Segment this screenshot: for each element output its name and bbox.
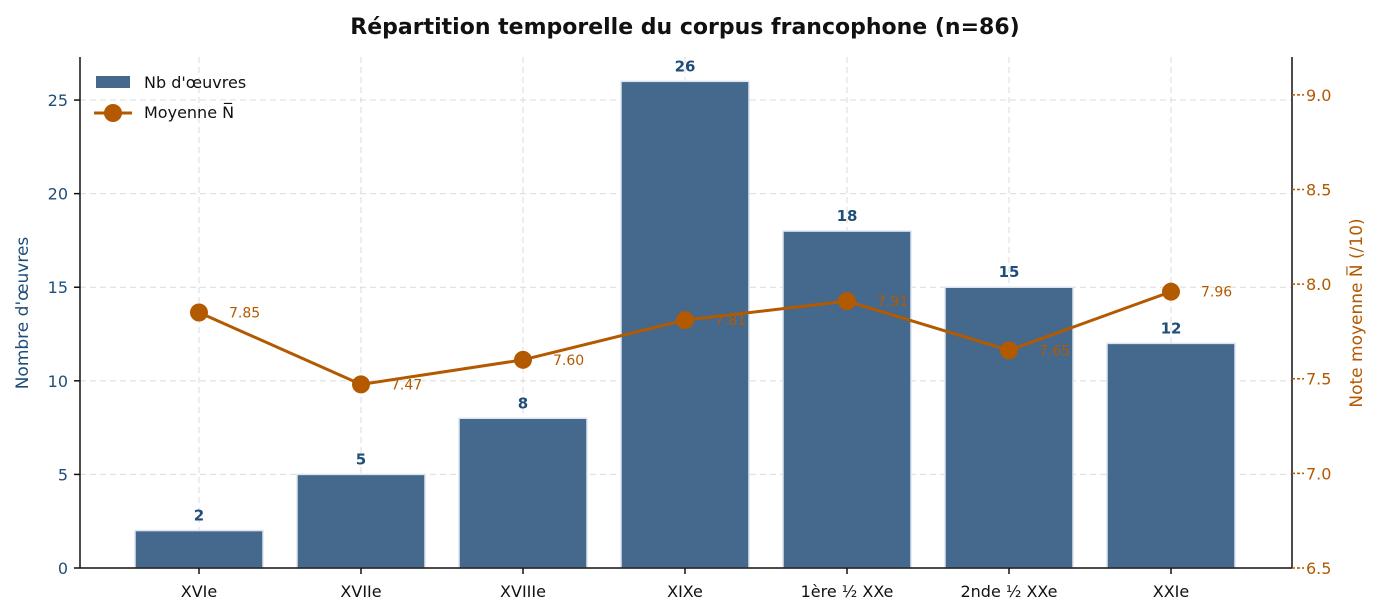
y-tick-label-left: 10 — [48, 372, 68, 391]
bar — [944, 286, 1074, 569]
x-tick-label: XXIe — [1153, 582, 1189, 601]
y-tick-label-left: 0 — [58, 559, 68, 578]
x-tick-label: XIXe — [667, 582, 703, 601]
bar-value-label: 5 — [356, 450, 366, 468]
y-tick-label-left: 20 — [48, 185, 68, 204]
bar-value-label: 8 — [518, 394, 528, 412]
x-tick-label: 2nde ½ XXe — [960, 582, 1057, 601]
legend-bar-label: Nb d'œuvres — [144, 73, 246, 92]
legend-bar-swatch — [96, 76, 130, 88]
bar-value-label: 18 — [837, 207, 858, 225]
x-tick-label: XVIIe — [340, 582, 381, 601]
x-tick-label: XVIIIe — [500, 582, 546, 601]
y-axis-label-left: Nombre d'œuvres — [13, 237, 33, 390]
legend-line-label: Moyenne N̅ — [144, 103, 234, 122]
y-tick-label-right: 7.5 — [1306, 370, 1331, 389]
bar-value-label: 12 — [1161, 319, 1182, 337]
line-series: 7.85 7.47 7.60 7.81 7.91 7.65 7.96 — [190, 282, 1232, 394]
y-tick-label-right: 7.0 — [1306, 464, 1331, 483]
line-value-label: 7.65 — [1039, 343, 1070, 359]
legend-line-marker — [104, 104, 122, 122]
bar-labels: 2 5 8 26 18 15 12 — [194, 57, 1182, 524]
line-value-label: 7.81 — [715, 313, 746, 329]
line-point — [190, 303, 208, 322]
line-point — [838, 292, 856, 311]
line-point — [1000, 341, 1018, 360]
bar — [782, 230, 912, 569]
bar — [296, 473, 426, 569]
line-point — [1162, 282, 1180, 301]
chart-title: Répartition temporelle du corpus francop… — [350, 15, 1019, 40]
bar-value-label: 2 — [194, 507, 204, 525]
bar — [458, 417, 588, 569]
line-value-label: 7.60 — [553, 353, 584, 369]
legend: Nb d'œuvres Moyenne N̅ — [94, 73, 246, 122]
line-point — [676, 311, 694, 330]
line-value-label: 7.85 — [229, 306, 260, 322]
y-tick-label-right: 9.0 — [1306, 86, 1331, 105]
line-point — [514, 350, 532, 369]
y-tick-label-left: 25 — [48, 91, 68, 110]
y-tick-label-left: 5 — [58, 465, 68, 484]
line-value-label: 7.47 — [391, 377, 422, 393]
y-tick-label-right: 8.0 — [1306, 275, 1331, 294]
bars — [134, 80, 1236, 569]
bar-value-label: 26 — [675, 57, 696, 75]
y-axis-label-right: Note moyenne N̅ (/10) — [1345, 218, 1367, 407]
x-tick-label: XVIe — [181, 582, 217, 601]
bar-value-label: 15 — [999, 263, 1020, 281]
line-point — [352, 375, 370, 394]
y-tick-label-right: 6.5 — [1306, 559, 1331, 578]
y-tick-label-left: 15 — [48, 278, 68, 297]
line-value-label: 7.91 — [877, 294, 908, 310]
x-tick-label: 1ère ½ XXe — [801, 582, 894, 601]
line-value-label: 7.96 — [1201, 285, 1232, 301]
bar — [134, 529, 264, 569]
y-tick-label-right: 8.5 — [1306, 180, 1331, 199]
bar — [1106, 342, 1236, 569]
